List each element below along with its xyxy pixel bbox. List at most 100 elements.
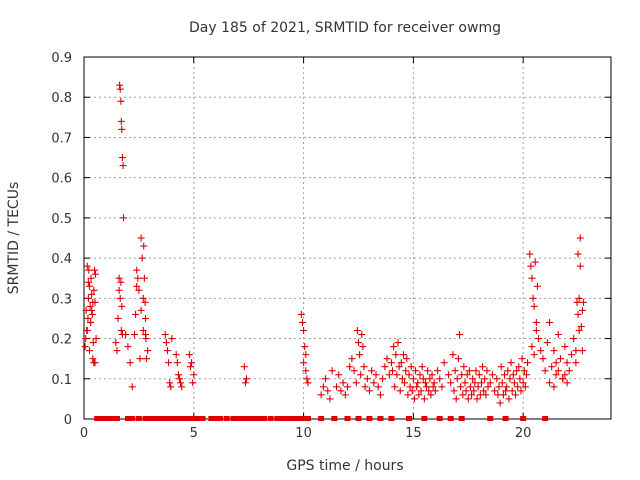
data-point — [339, 379, 347, 387]
data-point — [88, 310, 96, 318]
data-point — [465, 367, 473, 375]
zero-data-point — [113, 416, 120, 421]
data-point — [470, 387, 478, 395]
zero-data-point — [331, 416, 338, 421]
data-point — [425, 387, 433, 395]
x-tick-label: 15 — [405, 426, 422, 441]
data-point — [185, 351, 193, 359]
data-point — [391, 383, 399, 391]
data-point — [86, 302, 94, 310]
data-point — [429, 383, 437, 391]
data-point — [427, 391, 435, 399]
data-point — [575, 294, 583, 302]
data-point — [144, 347, 152, 355]
zero-data-point — [252, 416, 259, 421]
data-point — [552, 371, 560, 379]
data-point — [541, 367, 549, 375]
zero-data-point — [344, 416, 351, 421]
data-point — [460, 363, 468, 371]
data-point — [535, 335, 543, 343]
data-point — [374, 383, 382, 391]
zero-data-point — [267, 416, 274, 421]
data-point — [188, 359, 196, 367]
data-point — [576, 234, 584, 242]
data-point — [319, 383, 327, 391]
data-point — [518, 355, 526, 363]
data-point — [410, 395, 418, 403]
data-point — [528, 274, 536, 282]
zero-data-point — [256, 416, 263, 421]
data-point — [89, 339, 97, 347]
data-point — [389, 367, 397, 375]
data-point — [516, 375, 524, 383]
data-point — [508, 387, 516, 395]
data-point — [241, 379, 249, 387]
data-point — [138, 254, 146, 262]
x-tick-label: 5 — [190, 426, 198, 441]
data-point — [324, 387, 332, 395]
data-point — [387, 359, 395, 367]
data-point — [533, 282, 541, 290]
data-point — [515, 363, 523, 371]
data-point — [84, 278, 92, 286]
data-point — [117, 97, 125, 105]
data-point — [409, 375, 417, 383]
data-point — [473, 395, 481, 403]
data-point — [370, 379, 378, 387]
data-points — [81, 81, 588, 421]
data-point — [87, 318, 95, 326]
data-point — [482, 391, 490, 399]
zero-data-point — [234, 416, 241, 421]
data-point — [532, 318, 540, 326]
data-point — [420, 395, 428, 403]
data-point — [570, 335, 578, 343]
data-point — [529, 294, 537, 302]
data-point — [383, 355, 391, 363]
data-point — [341, 391, 349, 399]
data-point — [527, 262, 535, 270]
data-point — [396, 387, 404, 395]
data-point — [161, 331, 169, 339]
data-point — [561, 371, 569, 379]
data-point — [414, 379, 422, 387]
x-tick-label: 0 — [80, 426, 88, 441]
zero-data-point — [160, 416, 167, 421]
data-point — [511, 391, 519, 399]
data-point — [115, 286, 123, 294]
data-point — [580, 298, 588, 306]
data-point — [390, 343, 398, 351]
data-point — [350, 367, 358, 375]
data-point — [328, 367, 336, 375]
data-point — [573, 298, 581, 306]
data-point — [563, 379, 571, 387]
data-point — [578, 347, 586, 355]
data-point — [554, 331, 562, 339]
data-point — [190, 371, 198, 379]
data-point — [576, 262, 584, 270]
data-point — [413, 383, 421, 391]
data-point — [317, 391, 325, 399]
data-point — [524, 359, 532, 367]
data-point — [574, 250, 582, 258]
data-point — [117, 278, 125, 286]
data-point — [131, 331, 139, 339]
data-point — [89, 298, 97, 306]
data-point — [91, 359, 99, 367]
data-point — [521, 383, 529, 391]
data-point — [240, 363, 248, 371]
data-point — [572, 347, 580, 355]
data-point — [397, 359, 405, 367]
data-point — [481, 375, 489, 383]
data-point — [477, 379, 485, 387]
data-point — [344, 383, 351, 391]
data-point — [415, 391, 423, 399]
data-point — [479, 363, 487, 371]
y-axis-label: SRMTID / TECUs — [6, 182, 22, 295]
data-point — [510, 379, 518, 387]
data-point — [136, 355, 144, 363]
data-point — [92, 335, 100, 343]
data-point — [174, 371, 182, 379]
data-point — [574, 310, 582, 318]
data-point — [550, 347, 558, 355]
data-point — [352, 379, 360, 387]
